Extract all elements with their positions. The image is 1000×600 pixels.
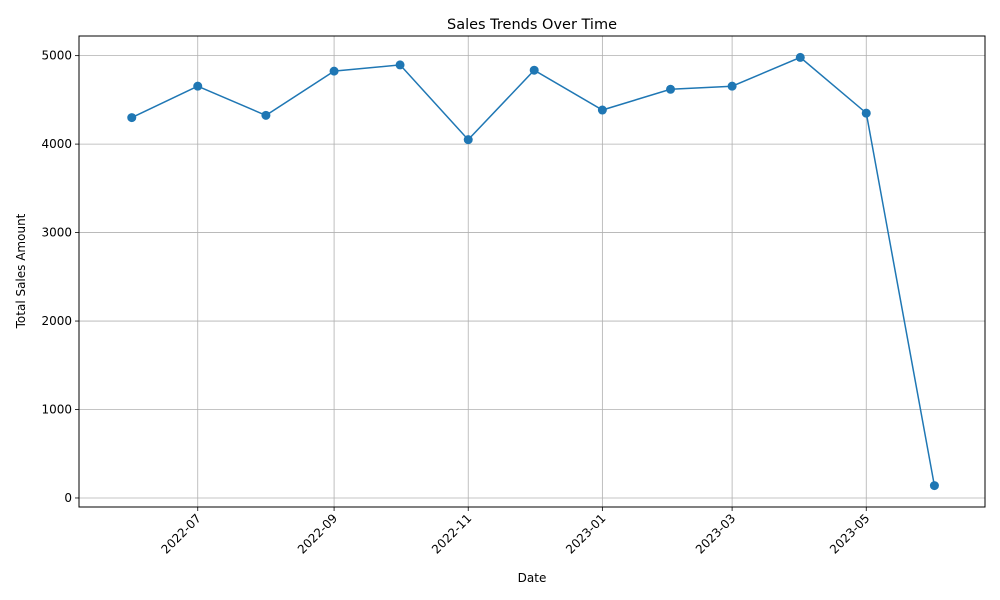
y-tick-label: 2000 [41, 314, 72, 328]
data-point [529, 65, 539, 75]
y-tick-label: 3000 [41, 226, 72, 240]
data-point [727, 81, 737, 91]
y-axis-label: Total Sales Amount [14, 213, 28, 329]
x-axis-label: Date [518, 571, 547, 585]
data-point [795, 52, 805, 62]
data-point [929, 481, 939, 491]
data-point [597, 105, 607, 115]
plot-area [127, 52, 939, 491]
data-point [261, 110, 271, 120]
y-tick-label: 5000 [41, 49, 72, 63]
y-axis: 0 1000 2000 3000 4000 5000 [41, 49, 79, 505]
data-point [666, 84, 676, 94]
axes-frame [78, 35, 986, 508]
y-tick-label: 0 [64, 491, 72, 505]
y-tick-label: 1000 [41, 403, 72, 417]
data-point [395, 60, 405, 70]
data-point [463, 135, 473, 145]
data-point [329, 66, 339, 76]
data-point [861, 108, 871, 118]
data-point [127, 113, 137, 123]
y-tick-label: 4000 [41, 137, 72, 151]
data-point [193, 81, 203, 91]
chart-title: Sales Trends Over Time [447, 17, 617, 33]
